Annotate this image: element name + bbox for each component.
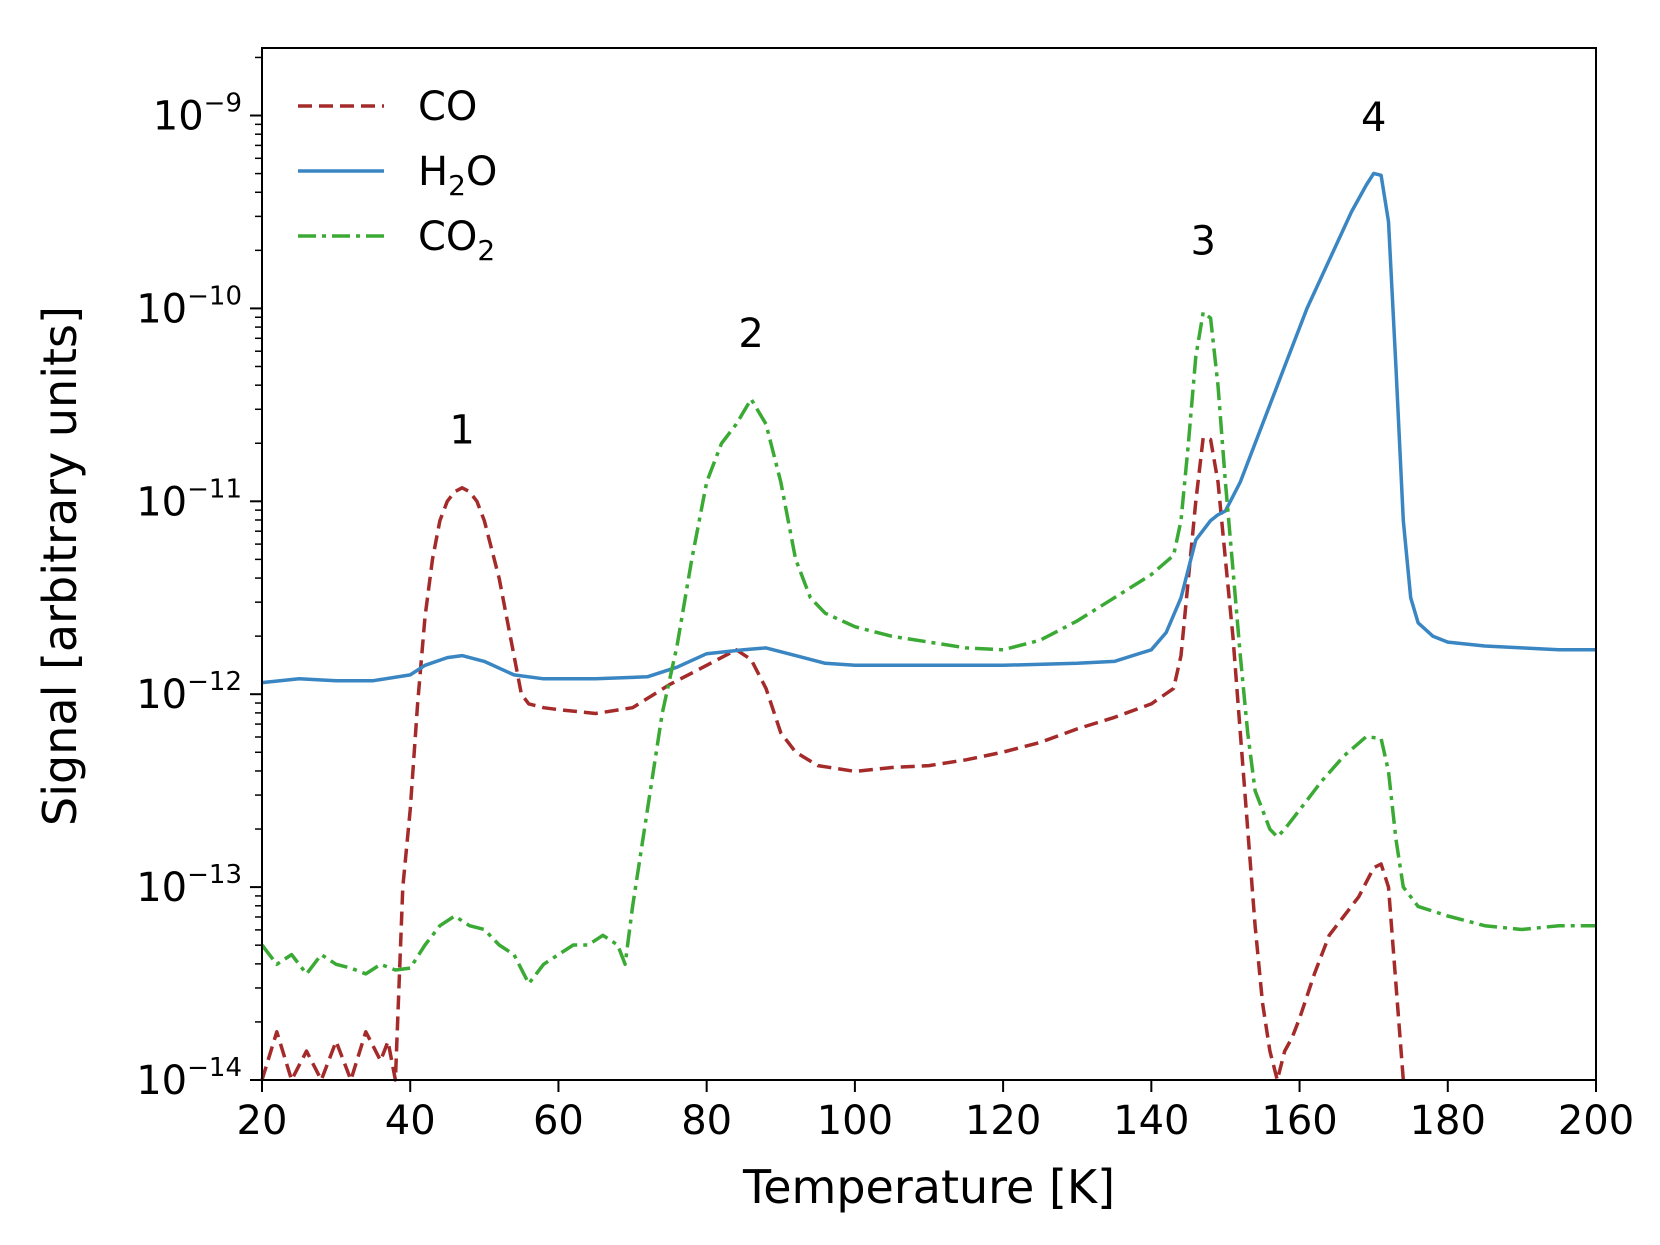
x-tick-label: 180 — [1410, 1098, 1486, 1144]
series-line-co2 — [260, 310, 1596, 986]
y-tick-label: 10−11 — [136, 474, 242, 525]
x-tick-label: 20 — [237, 1098, 288, 1144]
x-tick-label: 80 — [681, 1098, 732, 1144]
legend-label-h2o: H2O — [418, 149, 497, 202]
x-tick-label: 140 — [1113, 1098, 1189, 1144]
y-axis-label: Signal [arbitrary units] — [33, 306, 87, 826]
x-tick-label: 160 — [1261, 1098, 1337, 1144]
y-tick-label: 10−13 — [136, 860, 242, 911]
y-tick-label: 10−9 — [153, 89, 242, 140]
peak-label: 1 — [449, 407, 474, 453]
x-tick-label: 100 — [817, 1098, 893, 1144]
x-tick-label: 60 — [533, 1098, 584, 1144]
x-tick-label: 200 — [1558, 1098, 1634, 1144]
x-axis-label: Temperature [K] — [742, 1160, 1115, 1214]
legend-label-co2: CO2 — [418, 214, 495, 267]
peak-label-layer: 1 2 3 4 — [449, 95, 1386, 453]
plot-frame — [261, 47, 1597, 1081]
x-tick-label: 40 — [385, 1098, 436, 1144]
peak-label: 3 — [1190, 218, 1215, 264]
peak-label: 2 — [738, 311, 763, 357]
tick-layer: 20 40 60 80 100 120 140 160 180 200 10−14 10−13 10−1… — [136, 56, 1634, 1144]
legend-label-co: CO — [418, 84, 477, 130]
series-layer — [260, 171, 1596, 1082]
x-tick-label: 120 — [965, 1098, 1041, 1144]
peak-label: 4 — [1361, 95, 1386, 141]
series-line-h2o — [261, 171, 1596, 685]
y-tick-label: 10−12 — [136, 667, 242, 718]
legend: CO H2O CO2 — [298, 84, 497, 267]
series-line-co — [260, 435, 1406, 1082]
y-tick-label: 10−14 — [136, 1053, 242, 1104]
y-tick-label: 10−10 — [136, 281, 242, 332]
